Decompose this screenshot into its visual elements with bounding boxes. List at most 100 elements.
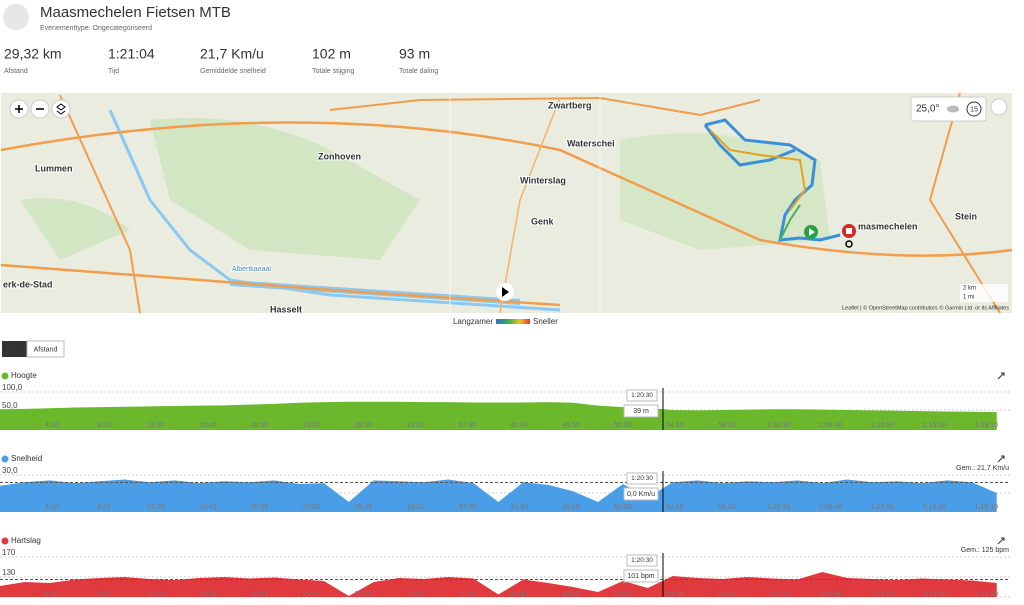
- x-tick-label: 45:50: [562, 504, 580, 511]
- place-label: Waterschei: [567, 138, 615, 148]
- x-tick-label: 1:19:10: [975, 422, 998, 429]
- x-tick-label: 25:00: [303, 422, 321, 429]
- x-tick-label: 8:20: [97, 504, 111, 511]
- stat-value: 1:21:04: [108, 46, 155, 62]
- y-tick-label: 100,0: [2, 383, 23, 392]
- x-tick-label: 16:40: [199, 591, 217, 598]
- fullscreen-button[interactable]: [990, 98, 1008, 116]
- series-area: [0, 572, 997, 597]
- stat-value: 102 m: [312, 46, 351, 62]
- x-tick-label: 25:00: [303, 591, 321, 598]
- average-label: Gem.: 125 bpm: [961, 547, 1009, 554]
- map[interactable]: Zwartberg Waterschei Lummen Zonhoven Winters…: [0, 92, 1013, 315]
- stat-label: Tijd: [108, 68, 119, 75]
- activity-icon: [3, 4, 29, 30]
- x-tick-label: 20:50: [251, 504, 269, 511]
- average-box: [950, 545, 1010, 555]
- scale-km: 2 km: [963, 286, 976, 292]
- x-tick-label: 1:02:30: [767, 504, 790, 511]
- x-tick-label: 1:10:50: [871, 422, 894, 429]
- y-tick-label: 130: [2, 568, 16, 577]
- x-tick-label: 4:10: [45, 591, 59, 598]
- x-tick-label: 50:00: [614, 422, 632, 429]
- x-tick-label: 20:50: [251, 422, 269, 429]
- series-dot: [1, 372, 9, 380]
- x-tick-label: 4:10: [45, 422, 59, 429]
- x-tick-label: 16:40: [199, 422, 217, 429]
- zoom-controls[interactable]: [9, 99, 71, 119]
- x-tick-label: 29:10: [355, 422, 373, 429]
- tooltip-time-box: [626, 472, 658, 485]
- tab-time-label[interactable]: Tijd: [9, 346, 20, 353]
- attribution: Leaflet | © OpenStreetMap contributors ©…: [842, 304, 1009, 311]
- x-tick-label: 8:20: [97, 591, 111, 598]
- tooltip-value-box: [623, 569, 659, 583]
- activity-title: Maasmechelen Fietsen MTB: [40, 4, 231, 21]
- x-tick-label: 41:40: [510, 422, 528, 429]
- x-tick-label: 37:30: [458, 591, 476, 598]
- stat-label: Totale daling: [399, 68, 438, 75]
- place-label: Hasselt: [270, 304, 302, 314]
- y-tick-label: 50,0: [2, 401, 18, 410]
- tab-distance-label[interactable]: Afstand: [34, 346, 58, 353]
- y-tick-label: 30,0: [2, 466, 18, 475]
- x-tick-label: 45:50: [562, 591, 580, 598]
- x-tick-label: 50:00: [614, 591, 632, 598]
- series-dot: [1, 537, 9, 545]
- tooltip-value: 101 bpm: [627, 573, 654, 580]
- stat-label: Totale stijging: [312, 68, 355, 75]
- y-tick-label: 170: [2, 548, 16, 557]
- x-tick-label: 54:10: [666, 504, 684, 511]
- x-tick-label: 20:50: [251, 591, 269, 598]
- place-label: Zonhoven: [318, 151, 361, 161]
- place-label: Zwartberg: [548, 100, 592, 110]
- x-tick-label: 1:15:00: [923, 504, 946, 511]
- legend-slow: Langzamer: [453, 317, 493, 326]
- x-tick-label: 25:00: [303, 504, 321, 511]
- series-dot: [1, 455, 9, 463]
- x-tick-label: 1:06:40: [819, 422, 842, 429]
- series-area: [0, 401, 997, 430]
- x-tick-label: 12:30: [147, 422, 165, 429]
- x-tick-label: 33:20: [407, 591, 425, 598]
- tooltip-time: 1:20:30: [631, 475, 653, 482]
- tab-distance[interactable]: [26, 340, 65, 358]
- activity-subtitle: Evenementtype: Ongecategoriseerd: [40, 25, 152, 32]
- x-tick-label: 4:10: [45, 504, 59, 511]
- average-label: Gem.: 21,7 Km/u: [956, 465, 1009, 472]
- place-label: Lummen: [35, 163, 73, 173]
- x-tick-label: 1:19:10: [975, 591, 998, 598]
- speed-legend-bar: [496, 319, 530, 324]
- place-label: masmechelen: [858, 221, 918, 231]
- x-tick-label: 37:30: [458, 504, 476, 511]
- x-tick-label: 58:20: [718, 591, 736, 598]
- place-label: Albertkanaal: [232, 266, 271, 273]
- x-tick-label: 58:20: [718, 504, 736, 511]
- temperature: 25,0°: [916, 104, 939, 115]
- x-tick-label: 29:10: [355, 591, 373, 598]
- place-label: Stein: [955, 211, 977, 221]
- x-tick-label: 1:06:40: [819, 504, 842, 511]
- legend-fast: Sneller: [533, 317, 558, 326]
- tooltip-time: 1:20:30: [631, 557, 653, 564]
- x-tick-label: 33:20: [407, 504, 425, 511]
- x-tick-label: 12:30: [147, 591, 165, 598]
- x-tick-label: 41:40: [510, 504, 528, 511]
- stat-value: 29,32 km: [4, 46, 62, 62]
- place-label: Winterslag: [520, 175, 566, 185]
- stat-label: Gemiddelde snelheid: [200, 68, 266, 75]
- stat-label: Afstand: [4, 68, 28, 75]
- tooltip-time: 1:20:30: [631, 392, 653, 399]
- tab-time[interactable]: [2, 341, 27, 357]
- series-area: [0, 479, 997, 512]
- tooltip-value: 0,0 Km/u: [627, 491, 655, 498]
- x-tick-label: 29:10: [355, 504, 373, 511]
- expand-icon: [997, 537, 1005, 545]
- x-tick-label: 16:40: [199, 504, 217, 511]
- x-tick-label: 41:40: [510, 591, 528, 598]
- x-tick-label: 1:19:10: [975, 504, 998, 511]
- x-tick-label: 1:15:00: [923, 591, 946, 598]
- wind-speed: 15: [970, 106, 978, 113]
- x-tick-label: 12:30: [147, 504, 165, 511]
